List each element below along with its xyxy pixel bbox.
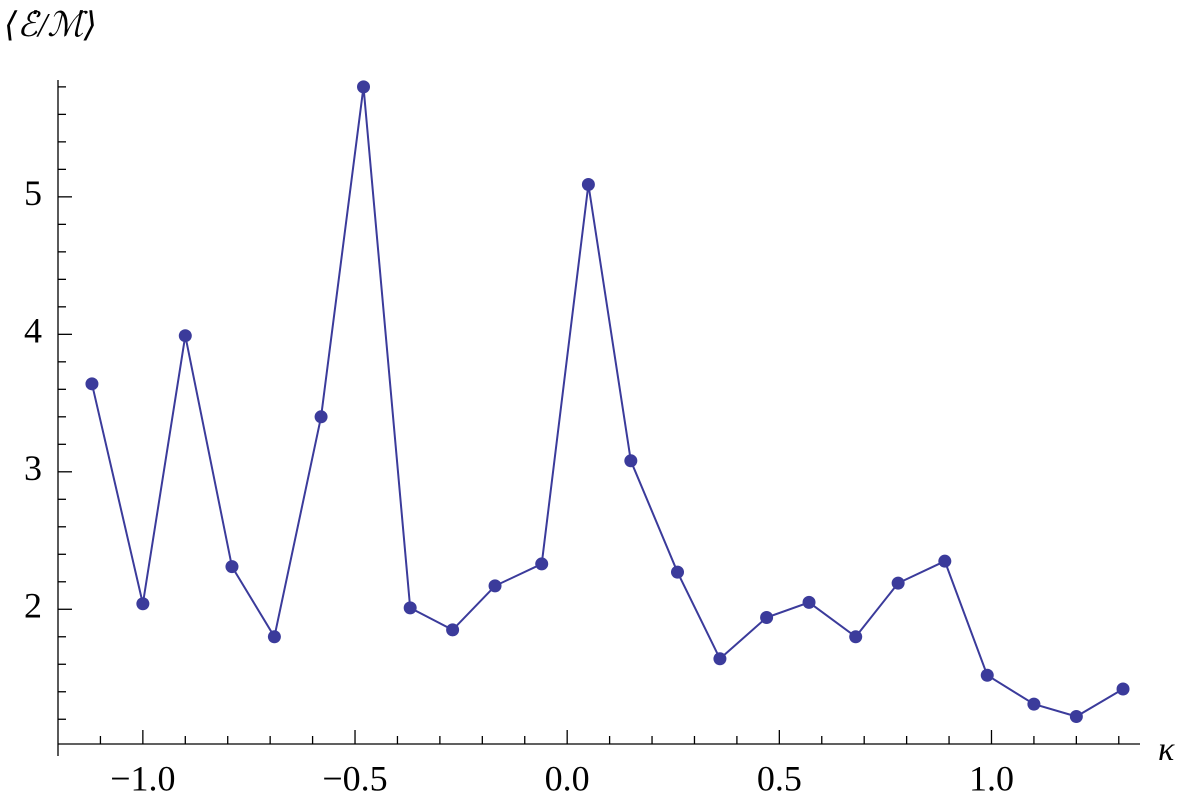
data-point [85,377,99,391]
x-tick-label: −0.5 [322,758,387,798]
data-point [624,454,638,468]
y-tick-label: 4 [24,311,42,351]
data-point [938,554,952,568]
data-point [1027,697,1041,711]
x-tick-label: 1.0 [969,758,1014,798]
data-point [1116,682,1130,696]
data-point [357,80,371,94]
data-point [314,410,328,424]
x-tick-label: −1.0 [110,758,175,798]
data-point [136,597,150,611]
y-tick-label: 2 [24,586,42,626]
y-tick-label: 5 [24,173,42,213]
x-tick-label: 0.0 [545,758,590,798]
data-point [488,579,502,593]
data-point [670,565,684,579]
x-axis-label: κ [1158,731,1175,768]
series-line [90,86,1124,718]
data-point [713,652,727,666]
data-point [760,611,774,625]
data-point [849,630,863,644]
y-tick-label: 3 [24,448,42,488]
data-point [267,630,281,644]
data-point [178,329,192,343]
data-point [891,576,905,590]
data-point [403,601,417,615]
x-tick-label: 0.5 [757,758,802,798]
data-point [802,595,816,609]
data-point [225,560,239,574]
data-point [1069,710,1083,724]
data-point [535,557,549,571]
data-point [581,177,595,191]
data-point [980,668,994,682]
data-point [446,623,460,637]
y-axis-label: ⟨ℰ̇/ℳ̇⟩ [4,7,97,44]
